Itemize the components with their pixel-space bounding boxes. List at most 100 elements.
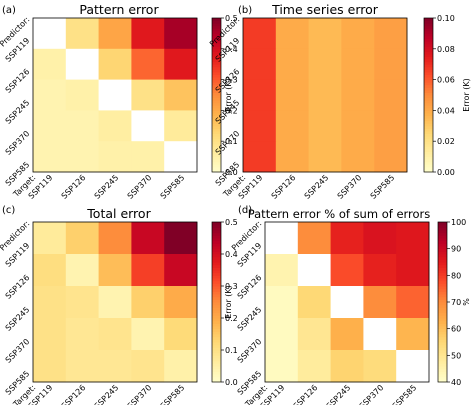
colorbar-segment (212, 92, 221, 96)
heatmap-cell (65, 254, 99, 287)
colorbar-segment (212, 64, 221, 68)
colorbar-segment (424, 115, 433, 119)
heatmap-cell (243, 141, 277, 173)
row-tick-label: SSP370 (4, 337, 32, 365)
colorbar-segment (438, 278, 447, 282)
colorbar-segment (212, 56, 221, 60)
col-tick-label: SSP245 (303, 173, 331, 201)
colorbar-segment (212, 48, 221, 52)
heatmap-cell (275, 48, 309, 80)
colorbar-segment (438, 288, 447, 292)
colorbar-tick-label: 0.4 (225, 45, 238, 54)
colorbar-frame (211, 17, 222, 173)
colorbar-segment (438, 280, 447, 284)
panel-d-frame (264, 221, 430, 383)
heatmap-cell (164, 110, 198, 142)
colorbar-segment (424, 69, 433, 73)
colorbar-segment (212, 23, 221, 27)
colorbar-segment (438, 248, 447, 252)
panel-b-label: (b) (238, 5, 252, 16)
panel-d-row-ticks: SSP119 SSP126 SSP245 SSP370 SSP585 (236, 241, 264, 397)
colorbar-segment (424, 123, 433, 127)
colorbar-segment (424, 35, 433, 40)
colorbar-segment (424, 82, 433, 86)
colorbar-segment (212, 82, 221, 86)
panel-c: (c) Total error 0.0 0.1 0.2 0.3 0.4 0.5 Error… (0, 205, 238, 405)
colorbar-segment (212, 296, 221, 300)
colorbar-segment (438, 307, 447, 311)
colorbar-segment (438, 272, 447, 276)
row-tick-label: SSP245 (4, 98, 32, 126)
colorbar-tick-label: 0.00 (437, 168, 455, 177)
colorbar-segment (424, 46, 433, 50)
colorbar-segment (212, 30, 221, 34)
colorbar-segment (212, 115, 221, 119)
heatmap-cell (164, 286, 198, 319)
colorbar-tick-label: 80 (451, 271, 461, 280)
colorbar-segment (212, 270, 221, 274)
colorbar-segment (212, 25, 221, 29)
panel-b-col-ticks: SSP119 SSP126 SSP245 SSP370 SSP585 (237, 173, 397, 201)
panel-c-title: Total error (86, 206, 151, 221)
heatmap-cell (363, 222, 397, 255)
colorbar-segment (212, 53, 221, 57)
panel-d-cells (265, 222, 430, 383)
panel-d: (d) Pattern error % of sum of errors 40 5… (230, 205, 471, 405)
colorbar-segment (424, 130, 433, 134)
heatmap-cell (164, 254, 198, 287)
col-tick-label: SSP370 (336, 173, 364, 201)
panel-a-colorbar: 0.0 0.1 0.2 0.3 0.4 0.5 (211, 14, 238, 177)
colorbar-segment (438, 304, 447, 308)
colorbar-segment (438, 291, 447, 295)
colorbar-segment (438, 339, 447, 343)
colorbar-segment (212, 379, 221, 383)
heatmap-cell (243, 79, 277, 111)
colorbar-segment (212, 59, 221, 63)
colorbar-segment (212, 133, 221, 137)
colorbar-segment (438, 283, 447, 287)
heatmap-cell (98, 48, 132, 80)
colorbar-segment (438, 256, 447, 260)
colorbar-segment (438, 323, 447, 327)
colorbar-segment (424, 20, 433, 24)
colorbar-segment (212, 350, 221, 354)
colorbar-tick-label: 0.10 (437, 14, 455, 23)
heatmap-cell (308, 79, 342, 111)
colorbar-segment (212, 320, 221, 324)
colorbar-segment (438, 326, 447, 330)
heatmap-cell (243, 48, 277, 80)
col-tick-label: SSP126 (60, 173, 88, 201)
colorbar-segment (424, 100, 433, 104)
colorbar-segment (212, 371, 221, 375)
heatmap-cell (33, 286, 67, 319)
colorbar-segment (212, 310, 221, 314)
colorbar-segment (438, 259, 447, 263)
panel-b: (b) Time series error 0.000.020.040.060.… (208, 2, 471, 201)
heatmap-cell (33, 79, 67, 111)
panel-c-label: (c) (2, 205, 15, 216)
colorbar-segment (438, 270, 447, 274)
colorbar-segment (212, 286, 221, 290)
heatmap-cell (65, 222, 99, 255)
colorbar-segment (424, 23, 433, 27)
colorbar-segment (212, 272, 221, 276)
colorbar-segment (424, 41, 433, 45)
colorbar-segment (438, 328, 447, 332)
colorbar-tick-label: 0.1 (225, 137, 238, 146)
colorbar-tick-label: 40 (451, 378, 461, 387)
colorbar-segment (424, 164, 433, 168)
panel-b-frame (242, 17, 408, 173)
colorbar-tick-label: 0.2 (225, 314, 238, 323)
colorbar-segment (424, 169, 433, 173)
panel-c-colorbar-label: Error (K) (224, 285, 233, 319)
panel-a-label: (a) (2, 5, 16, 16)
colorbar-segment (424, 30, 433, 34)
colorbar-segment (212, 51, 221, 55)
colorbar-tick-label: 0.0 (225, 168, 238, 177)
colorbar-segment (424, 128, 433, 132)
heatmap-cell (164, 79, 198, 111)
heatmap-cell (243, 18, 277, 50)
colorbar-tick-label: 0.5 (225, 14, 238, 23)
colorbar-segment (438, 336, 447, 340)
colorbar-segment (212, 105, 221, 109)
